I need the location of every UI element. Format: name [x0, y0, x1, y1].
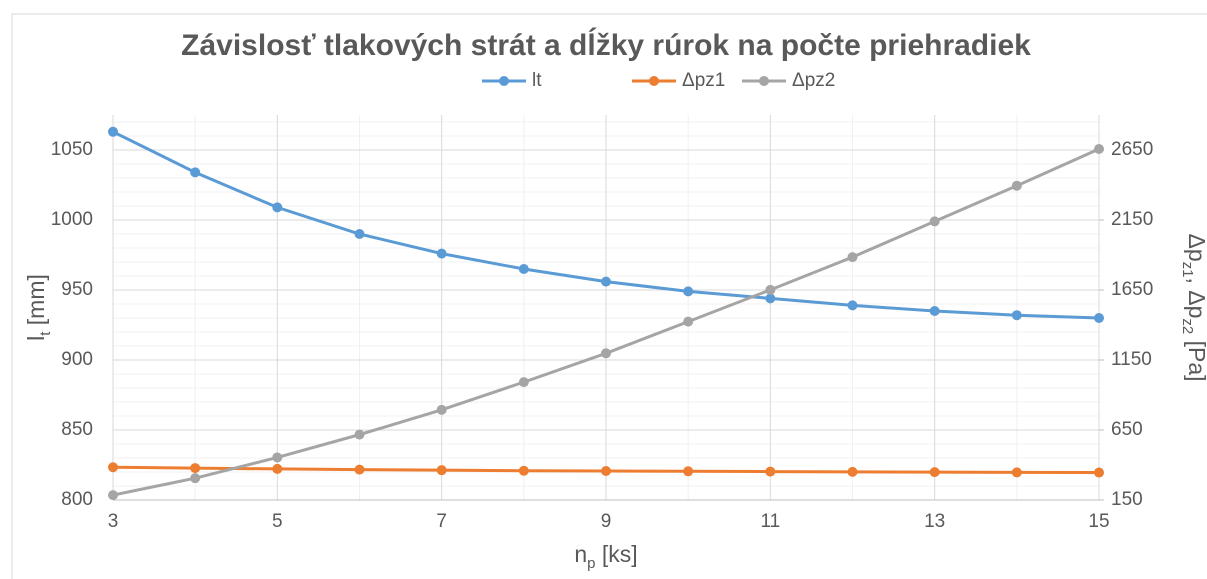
data-point	[1094, 144, 1104, 155]
legend-label: lt	[532, 70, 542, 91]
chart-title: Závislosť tlakových strát a dĺžky rúrok …	[181, 27, 1031, 62]
x-tick-label: 11	[760, 511, 780, 532]
y2-axis-label-part: z1	[1179, 262, 1196, 278]
data-point	[601, 348, 611, 359]
data-point	[765, 284, 776, 295]
data-point	[1011, 180, 1022, 191]
x-axis-label-part: n	[574, 541, 587, 567]
chart-frame	[11, 13, 1207, 579]
y2-tick-label: 1150	[1111, 349, 1152, 370]
data-point	[929, 467, 940, 478]
data-point	[190, 463, 201, 474]
x-axis-label-part: [ks]	[595, 541, 637, 567]
y-tick-label: 1000	[51, 209, 93, 230]
data-point	[108, 126, 118, 137]
data-point	[1094, 467, 1104, 478]
data-point	[354, 464, 365, 475]
y2-axis-label-part: [Pa]	[1184, 334, 1207, 381]
data-point	[601, 276, 611, 287]
data-point	[847, 300, 858, 311]
data-point	[601, 466, 611, 477]
data-point	[436, 465, 447, 476]
y2-tick-label: 650	[1111, 419, 1143, 440]
legend-label: Δpz2	[792, 70, 835, 91]
y2-tick-label: 1650	[1111, 279, 1153, 300]
x-tick-label: 3	[108, 511, 119, 532]
data-point	[354, 429, 365, 440]
legend-marker	[649, 76, 659, 86]
data-point	[683, 466, 694, 477]
x-tick-label: 15	[1088, 511, 1109, 532]
data-point	[436, 404, 447, 415]
data-point	[847, 466, 858, 477]
data-point	[929, 216, 940, 227]
data-point	[929, 306, 940, 316]
y-tick-label: 800	[61, 489, 93, 510]
y-axis-label-part: [mm]	[23, 274, 49, 332]
y-tick-label: 950	[61, 279, 93, 300]
data-point	[847, 252, 858, 263]
x-tick-label: 7	[436, 511, 447, 532]
y-tick-label: 1050	[51, 139, 93, 160]
data-point	[272, 202, 283, 213]
y2-tick-label: 2150	[1111, 209, 1153, 230]
x-tick-label: 5	[272, 511, 283, 532]
data-point	[1094, 313, 1104, 323]
y2-axis-label-part: z2	[1179, 318, 1196, 334]
y-axis-label-part: t	[37, 331, 54, 336]
x-axis-label: np [ks]	[574, 541, 637, 572]
data-point	[190, 473, 201, 484]
data-point	[272, 463, 283, 474]
data-point	[436, 248, 447, 259]
y-tick-label: 850	[61, 419, 93, 440]
data-point	[1011, 467, 1022, 478]
data-point	[1011, 310, 1022, 321]
y2-axis-label-part: Δp	[1184, 233, 1207, 261]
data-point	[518, 465, 529, 476]
data-point	[108, 490, 118, 501]
x-tick-label: 13	[924, 511, 945, 532]
legend-label: Δpz1	[682, 70, 725, 91]
legend-marker	[759, 76, 769, 86]
data-point	[518, 264, 529, 274]
y2-tick-label: 2650	[1111, 139, 1153, 160]
y2-axis-label: Δpz1, Δpz2 [Pa]	[1179, 233, 1207, 381]
data-point	[354, 229, 365, 239]
data-point	[190, 167, 201, 178]
legend-marker	[499, 76, 509, 86]
y-tick-label: 900	[61, 349, 93, 370]
data-point	[765, 466, 776, 477]
data-point	[683, 286, 694, 297]
x-axis-label-part: p	[587, 555, 595, 572]
data-point	[683, 316, 694, 327]
data-point	[765, 293, 776, 304]
y-axis-label: lt [mm]	[23, 274, 54, 341]
data-point	[108, 462, 118, 473]
x-tick-label: 9	[601, 511, 612, 532]
y2-tick-label: 150	[1111, 489, 1143, 510]
y2-axis-label-part: , Δp	[1184, 277, 1207, 318]
data-point	[518, 377, 529, 388]
data-point	[272, 452, 283, 463]
y-axis-label-part: l	[23, 336, 49, 341]
